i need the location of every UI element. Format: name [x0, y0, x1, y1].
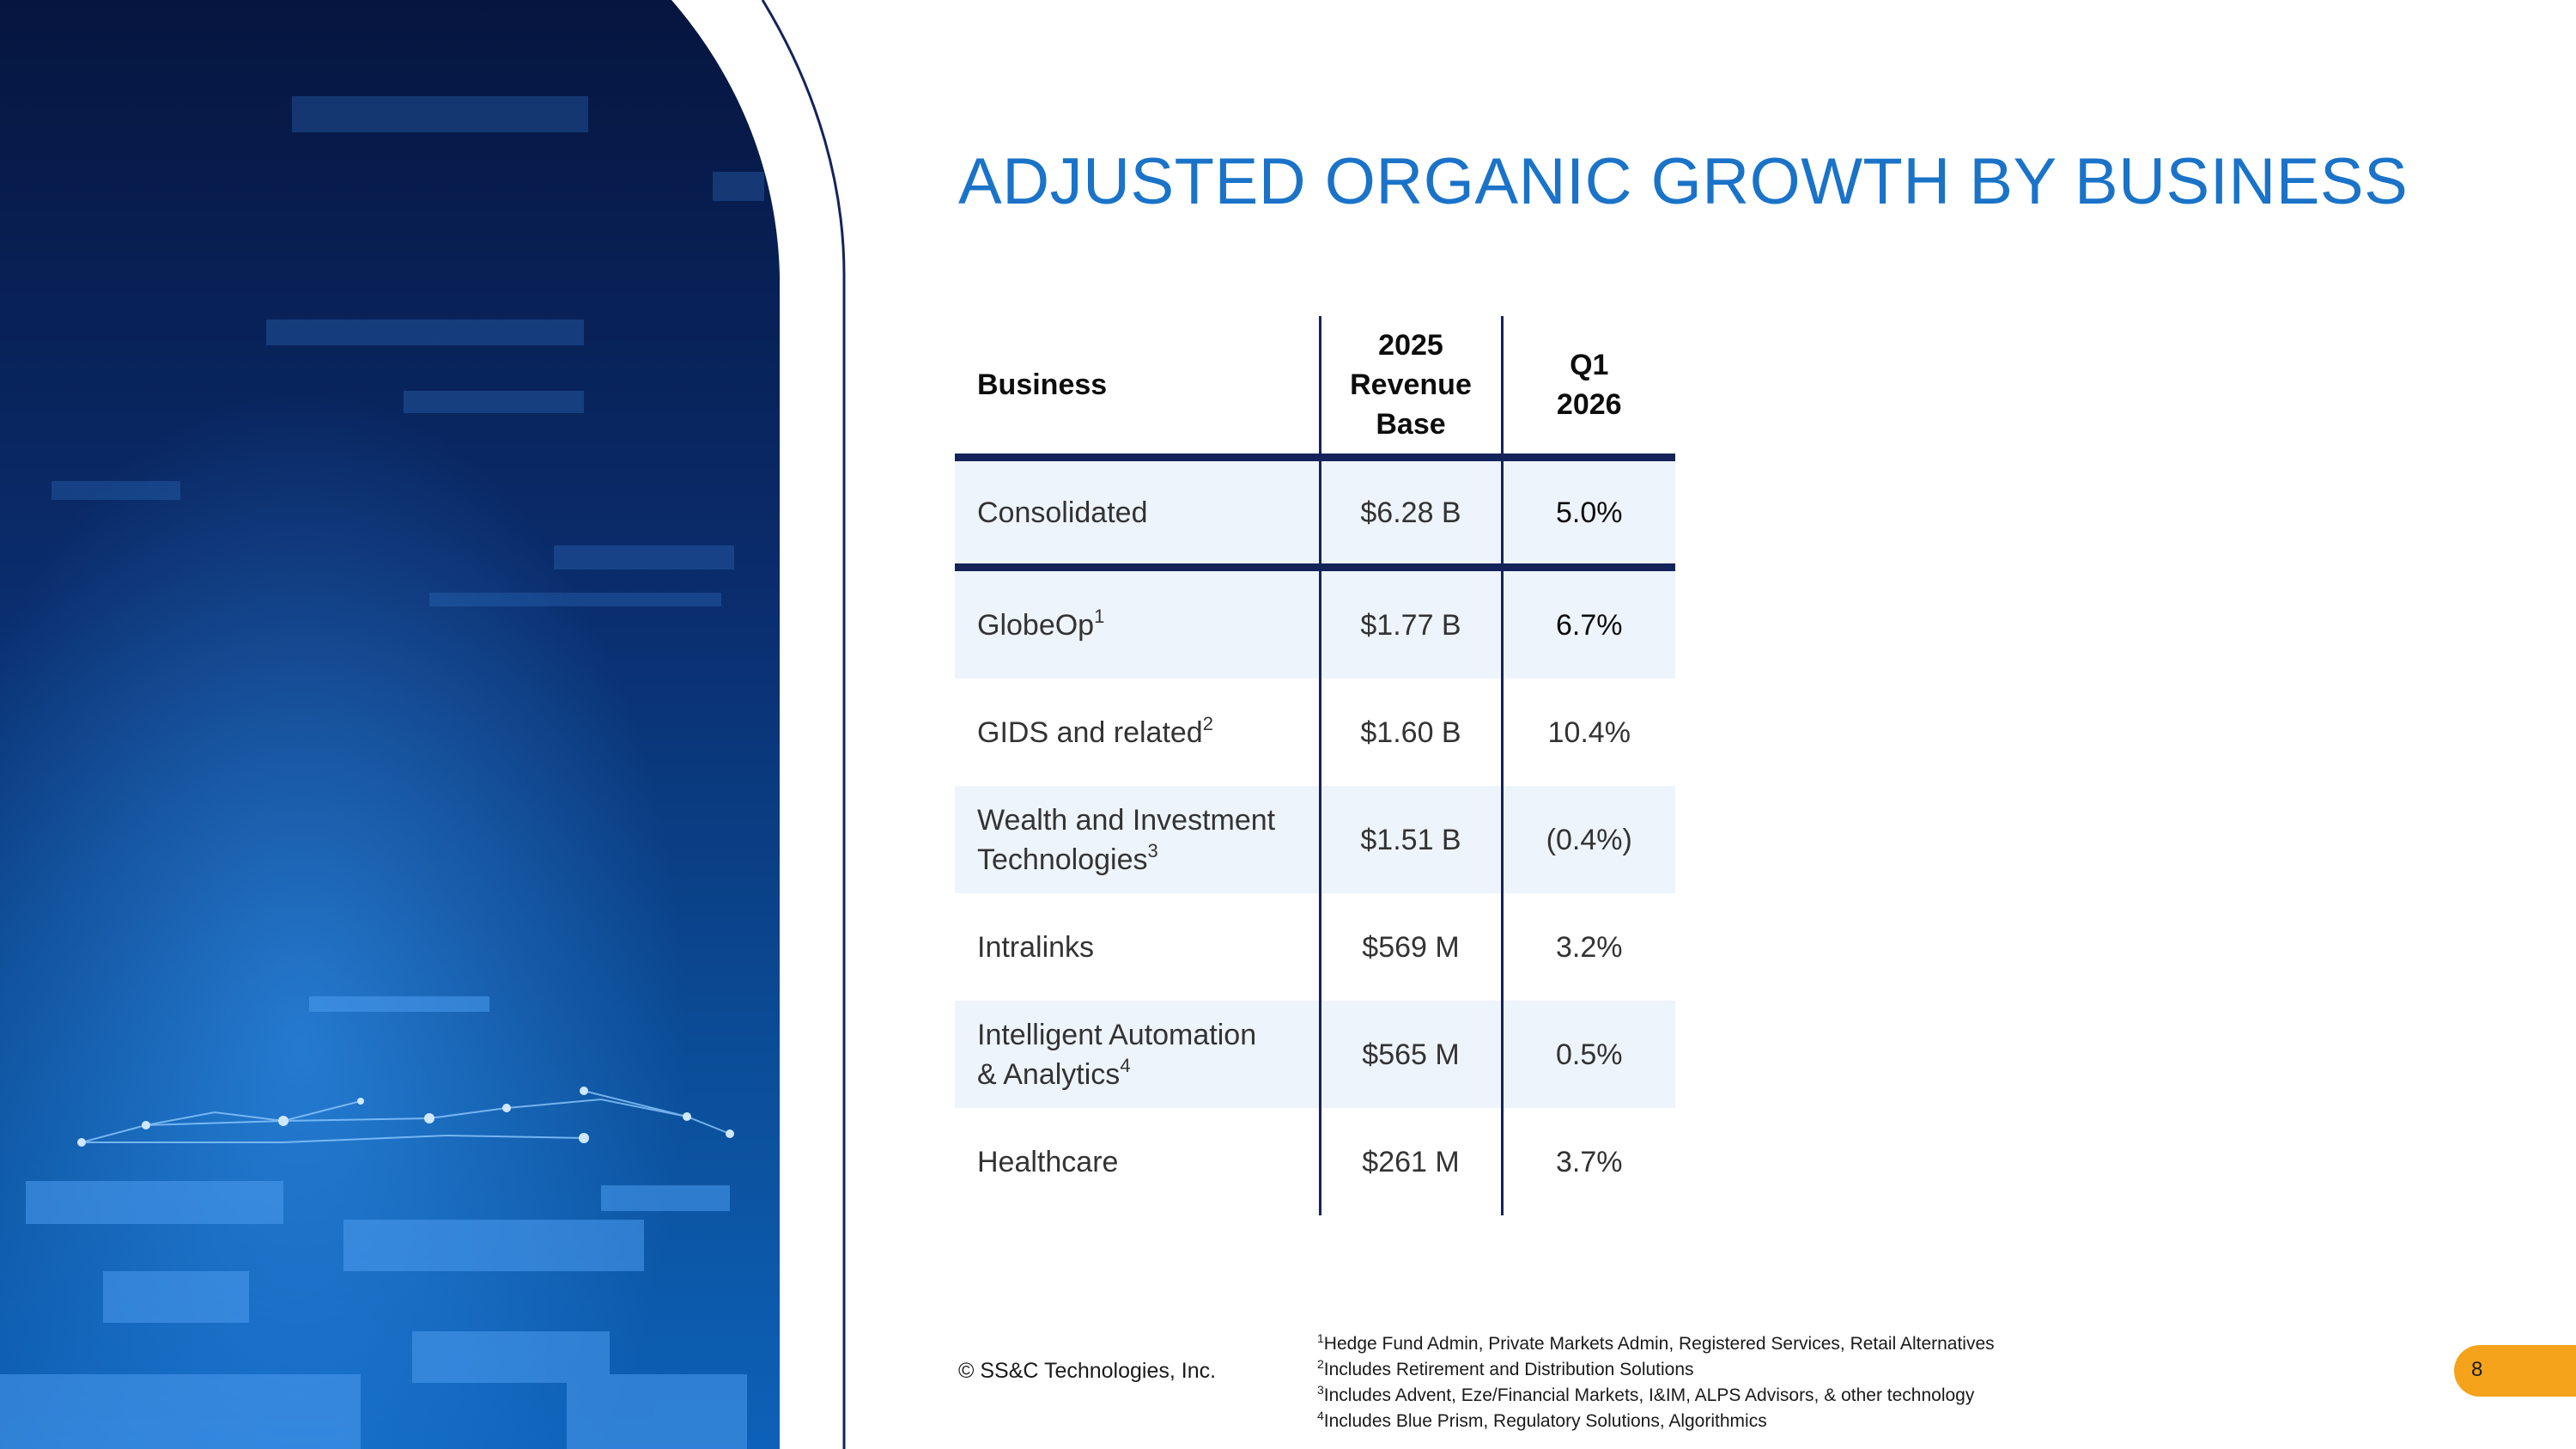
- cell-revenue: $1.51 B: [1318, 786, 1502, 893]
- row-wealth-investment: Wealth and Investment Technologies3 $1.5…: [955, 786, 1675, 893]
- page-number: 8: [2471, 1358, 2483, 1381]
- header-period: Q1 2026: [1500, 316, 1675, 461]
- cell-revenue: $261 M: [1318, 1108, 1502, 1215]
- footnote-ref: 2: [1202, 712, 1213, 734]
- footnote-item: 2Includes Retirement and Distribution So…: [1317, 1357, 1694, 1379]
- table-header-row: Business 2025 Revenue Base Q1 2026: [955, 316, 1675, 461]
- cell-business: GlobeOp1: [955, 567, 1320, 679]
- hero-background-image: [0, 0, 846, 1449]
- row-globeop: GlobeOp1 $1.77 B 6.7%: [955, 567, 1675, 679]
- cell-revenue: $1.77 B: [1318, 567, 1502, 679]
- header-business: Business: [955, 316, 1320, 461]
- cell-business: GIDS and related2: [977, 712, 1213, 749]
- row-consolidated: Consolidated $6.28 B 5.0%: [955, 457, 1675, 571]
- footnote-item: 4Includes Blue Prism, Regulatory Solutio…: [1317, 1409, 1767, 1431]
- cell-business: Consolidated: [955, 457, 1320, 571]
- cell-growth: 5.0%: [1500, 457, 1675, 571]
- footnote-ref: 4: [1120, 1054, 1131, 1076]
- cell-growth: 3.2%: [1500, 893, 1675, 1001]
- cell-growth: 10.4%: [1500, 679, 1675, 786]
- page-number-badge: 8: [2454, 1345, 2576, 1397]
- cell-revenue: $1.60 B: [1318, 679, 1502, 786]
- cell-growth: 6.7%: [1500, 567, 1675, 679]
- growth-table: Business 2025 Revenue Base Q1 2026 Conso…: [955, 316, 1675, 1215]
- header-revenue-base: 2025 Revenue Base: [1318, 316, 1502, 461]
- row-intelligent-automation: Intelligent Automation & Analytics4 $565…: [955, 1001, 1675, 1108]
- cell-revenue: $565 M: [1318, 1001, 1502, 1108]
- cell-growth: 3.7%: [1500, 1108, 1675, 1215]
- cell-growth: (0.4%): [1500, 786, 1675, 893]
- cell-business: Intralinks: [977, 930, 1095, 964]
- cell-business: Intelligent Automation & Analytics4: [955, 1001, 1320, 1108]
- footnote-item: 1Hedge Fund Admin, Private Markets Admin…: [1317, 1331, 1995, 1354]
- cell-revenue: $569 M: [1318, 893, 1502, 1001]
- footnote-ref: 3: [1147, 839, 1158, 861]
- footnote-item: 3Includes Advent, Eze/Financial Markets,…: [1317, 1383, 1975, 1405]
- cell-business: Healthcare: [977, 1145, 1119, 1178]
- cell-business: Wealth and Investment Technologies3: [955, 786, 1320, 893]
- row-intralinks: Intralinks $569 M 3.2%: [955, 893, 1675, 1001]
- cell-growth: 0.5%: [1500, 1001, 1675, 1108]
- copyright-notice: © SS&C Technologies, Inc.: [958, 1359, 1217, 1383]
- row-healthcare: Healthcare $261 M 3.7%: [955, 1108, 1675, 1215]
- footnote-ref: 1: [1094, 605, 1105, 627]
- cell-revenue: $6.28 B: [1318, 457, 1502, 571]
- footnotes: 1Hedge Fund Admin, Private Markets Admin…: [1317, 1331, 1995, 1434]
- slide-title: ADJUSTED ORGANIC GROWTH BY BUSINESS: [958, 145, 2409, 218]
- row-gids: GIDS and related2 $1.60 B 10.4%: [955, 679, 1675, 786]
